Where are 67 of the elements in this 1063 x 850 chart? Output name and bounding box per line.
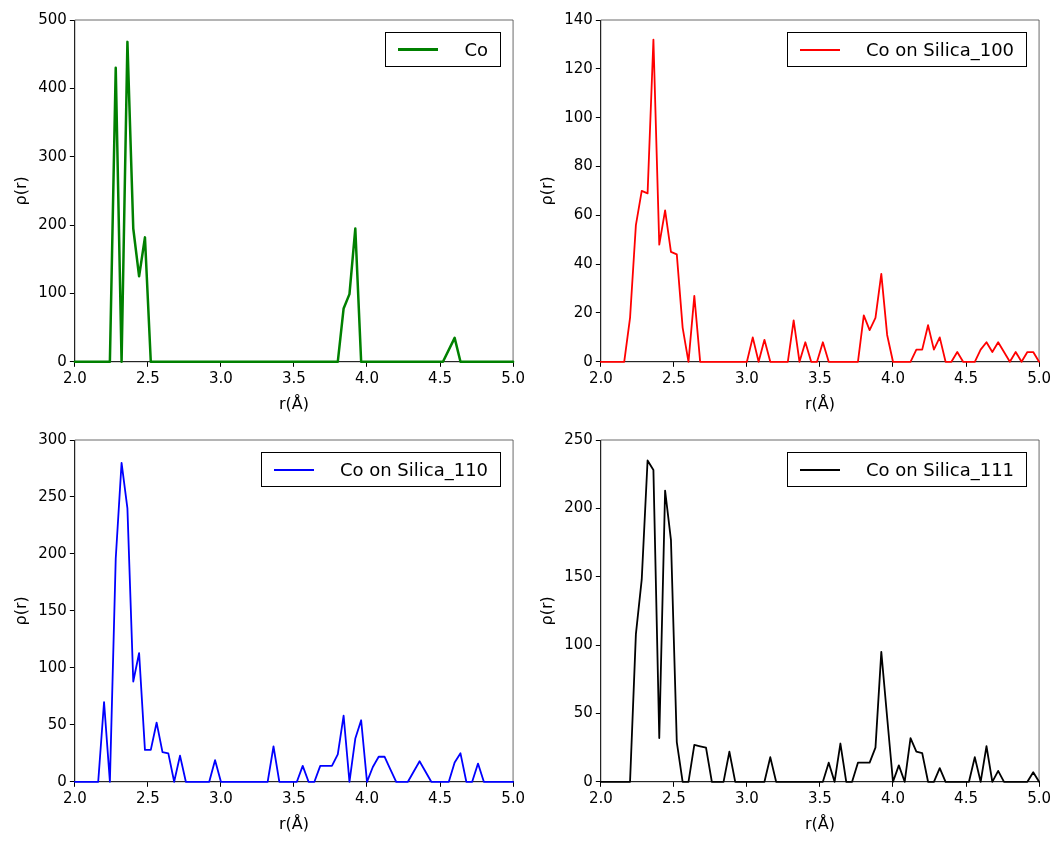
y-axis-title: ρ(r): [10, 596, 30, 626]
y-tick-label: 40: [573, 254, 593, 273]
y-axis-title: ρ(r): [536, 596, 556, 626]
y-axis-title: ρ(r): [10, 176, 30, 206]
x-tick-label: 4.0: [881, 788, 905, 807]
x-axis-title: r(Å): [278, 813, 309, 833]
y-tick-label: 300: [38, 429, 67, 448]
y-tick-label: 120: [564, 58, 593, 77]
y-tick-label: 0: [583, 351, 593, 370]
y-tick-label: 250: [38, 486, 67, 505]
y-tick-label: 80: [573, 156, 593, 175]
y-tick-label: 0: [583, 771, 593, 790]
x-tick-label: 4.5: [954, 368, 978, 387]
y-tick-label: 100: [564, 634, 593, 653]
y-tick-label: 100: [38, 283, 67, 302]
y-tick-label: 150: [564, 566, 593, 585]
x-tick-label: 4.5: [954, 788, 978, 807]
x-tick-label: 4.0: [355, 788, 379, 807]
y-tick-label: 300: [38, 146, 67, 165]
y-tick-label: 60: [573, 205, 593, 224]
x-tick-label: 3.5: [808, 788, 832, 807]
y-axis-title: ρ(r): [536, 176, 556, 206]
x-tick-label: 2.5: [661, 368, 686, 387]
x-tick-label: 4.5: [428, 368, 452, 387]
x-tick-label: 2.0: [62, 788, 87, 807]
y-tick-label: 200: [564, 498, 593, 517]
x-tick-label: 2.5: [135, 368, 160, 387]
x-tick-label: 3.0: [208, 788, 233, 807]
legend-label: Co: [464, 39, 489, 60]
y-tick-label: 50: [573, 703, 593, 722]
x-tick-label: 3.5: [282, 368, 306, 387]
x-tick-label: 3.5: [282, 788, 306, 807]
x-tick-label: 5.0: [1027, 788, 1051, 807]
x-tick-label: 2.0: [62, 368, 87, 387]
y-tick-label: 200: [38, 543, 67, 562]
y-tick-label: 50: [47, 714, 67, 733]
x-tick-label: 4.5: [428, 788, 452, 807]
y-tick-label: 400: [38, 78, 67, 97]
x-tick-label: 2.5: [135, 788, 160, 807]
y-tick-label: 0: [57, 351, 67, 370]
y-tick-label: 150: [38, 600, 67, 619]
legend-label: Co on Silica_100: [865, 39, 1015, 60]
legend-label: Co on Silica_111: [865, 459, 1015, 480]
y-tick-label: 0: [57, 771, 67, 790]
x-tick-label: 5.0: [501, 788, 525, 807]
x-axis-title: r(Å): [804, 393, 835, 413]
legend-label: Co on Silica_110: [339, 459, 489, 480]
y-tick-label: 20: [573, 302, 593, 321]
x-tick-label: 3.0: [734, 788, 759, 807]
x-tick-label: 2.0: [588, 788, 613, 807]
x-axis-title: r(Å): [278, 393, 309, 413]
x-tick-label: 5.0: [1027, 368, 1051, 387]
x-tick-label: 4.0: [355, 368, 379, 387]
x-tick-label: 3.0: [208, 368, 233, 387]
y-tick-label: 200: [38, 214, 67, 233]
x-tick-label: 5.0: [501, 368, 525, 387]
y-tick-label: 100: [564, 107, 593, 126]
y-tick-label: 140: [564, 9, 593, 28]
y-tick-label: 100: [38, 657, 67, 676]
y-tick-label: 500: [38, 9, 67, 28]
x-tick-label: 2.0: [588, 368, 613, 387]
x-tick-label: 2.5: [661, 788, 686, 807]
x-tick-label: 3.5: [808, 368, 832, 387]
y-tick-label: 250: [564, 429, 593, 448]
x-axis-title: r(Å): [804, 813, 835, 833]
x-tick-label: 3.0: [734, 368, 759, 387]
x-tick-label: 4.0: [881, 368, 905, 387]
